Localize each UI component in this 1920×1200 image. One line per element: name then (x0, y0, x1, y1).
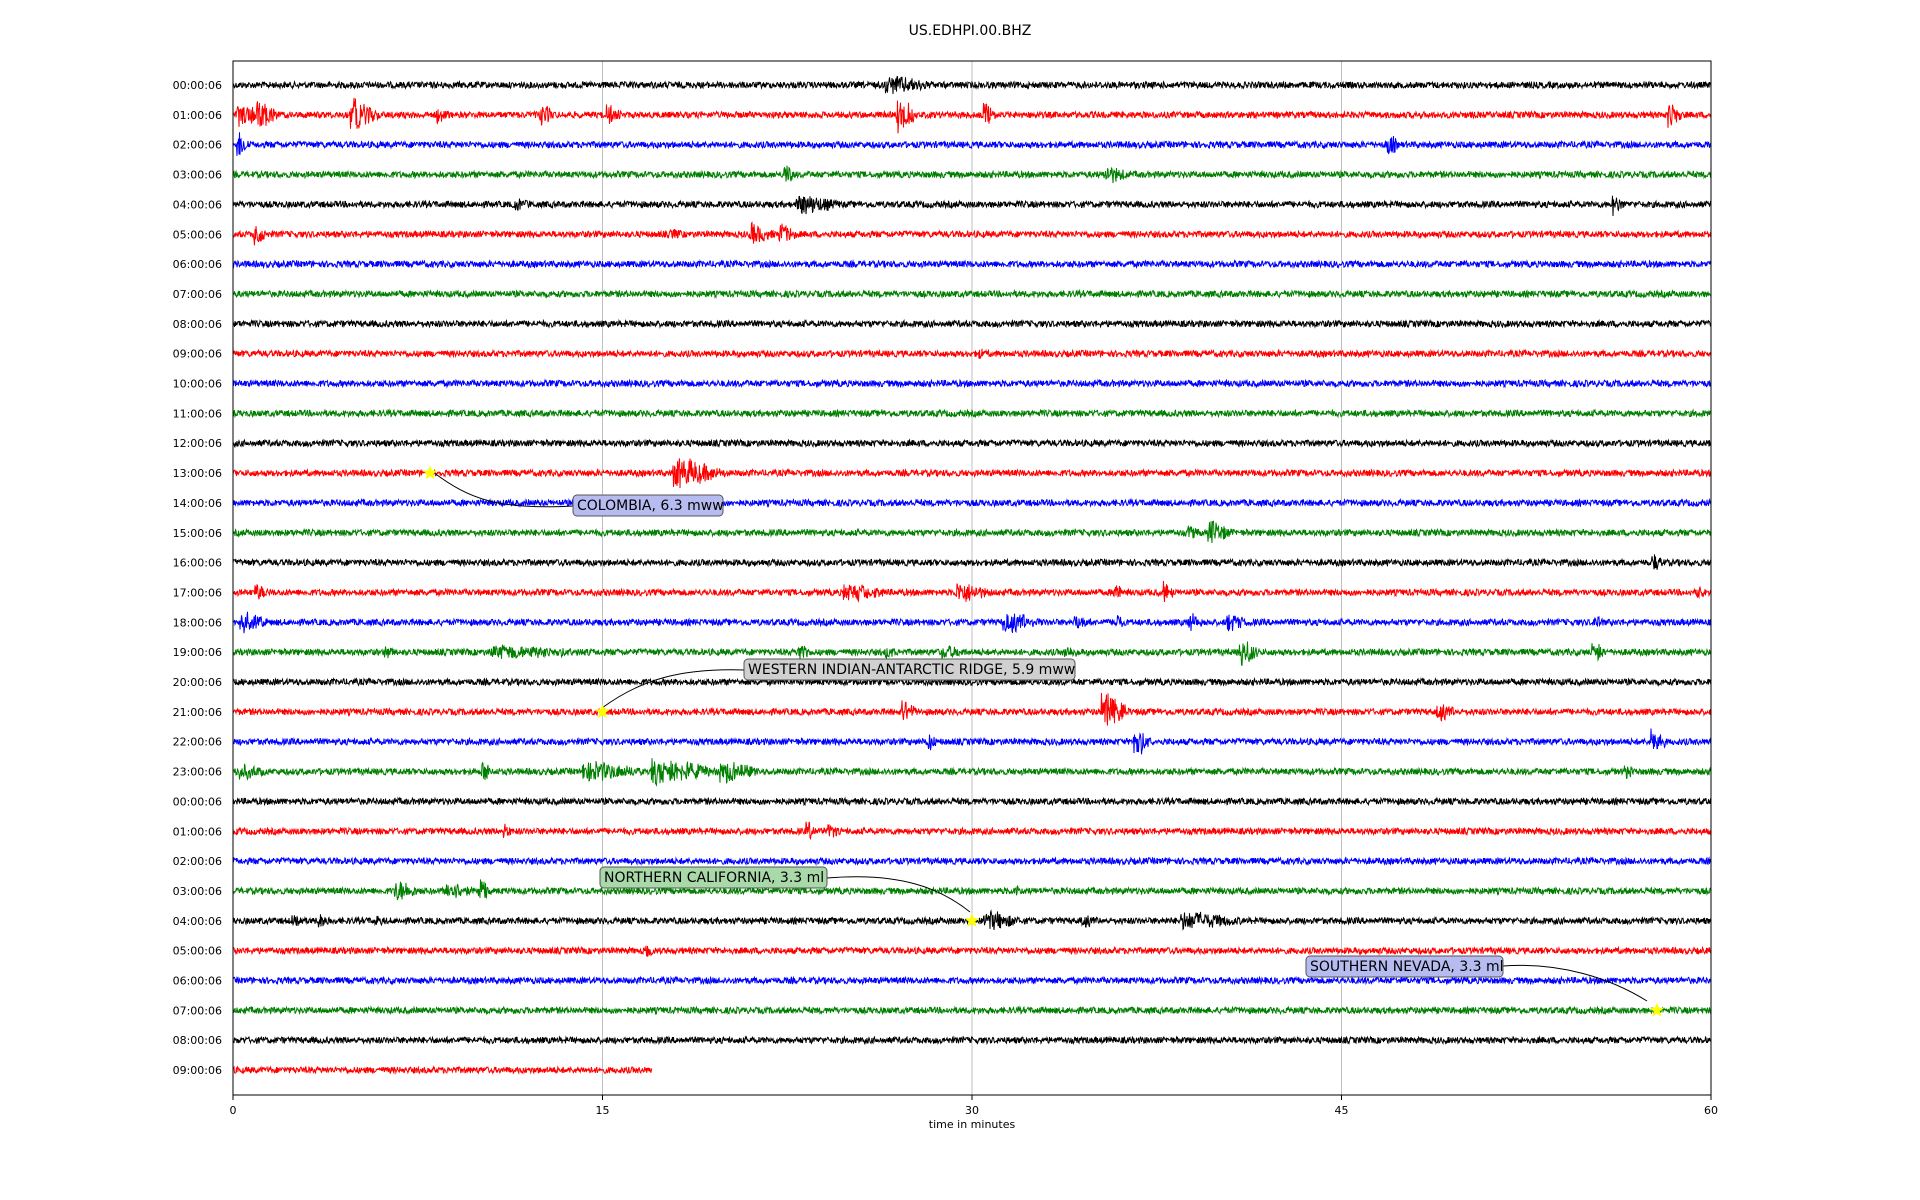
row-label-19: 19:00:06 (173, 646, 222, 659)
row-label-6: 06:00:06 (173, 258, 222, 271)
annotation-label: NORTHERN CALIFORNIA, 3.3 ml (604, 870, 824, 886)
event-annotations: COLOMBIA, 6.3 mww WESTERN INDIAN-ANTARCTI… (422, 465, 1665, 1017)
trace-row-14 (232, 497, 1712, 509)
row-label-0: 00:00:06 (173, 79, 222, 92)
trace-row-4 (232, 195, 1711, 217)
row-label-9: 09:00:06 (173, 348, 222, 361)
row-label-25: 01:00:06 (173, 825, 222, 838)
annotation-label: COLOMBIA, 6.3 mww (577, 498, 724, 514)
x-axis-label: time in minutes (929, 1118, 1016, 1131)
row-label-21: 21:00:06 (173, 706, 222, 719)
event-star-icon (1649, 1002, 1665, 1017)
trace-row-0 (232, 75, 1712, 95)
row-label-14: 14:00:06 (173, 497, 222, 510)
trace-row-19 (232, 641, 1712, 666)
plot-frame (232, 60, 1712, 1096)
annotation-label: SOUTHERN NEVADA, 3.3 ml (1310, 959, 1504, 975)
trace-row-8 (232, 318, 1712, 329)
trace-row-9 (232, 348, 1712, 360)
trace-row-2 (232, 132, 1712, 156)
row-time-labels: 00:00:06 01:00:06 02:00:06 03:00:06 04:00:06… (173, 79, 222, 1077)
trace-row-17 (232, 580, 1712, 603)
row-label-17: 17:00:06 (173, 586, 222, 599)
row-label-16: 16:00:06 (173, 557, 222, 570)
trace-row-26 (232, 856, 1712, 867)
trace-row-30 (232, 975, 1712, 986)
trace-row-10 (232, 378, 1712, 389)
trace-row-13 (232, 458, 1712, 489)
grid-lines (602, 61, 1342, 1095)
trace-row-31 (232, 1005, 1712, 1016)
row-label-33: 09:00:06 (173, 1064, 222, 1077)
row-label-7: 07:00:06 (173, 288, 222, 301)
row-label-8: 08:00:06 (173, 318, 222, 331)
row-label-10: 10:00:06 (173, 378, 222, 391)
trace-row-32 (232, 1035, 1711, 1046)
row-label-1: 01:00:06 (173, 109, 222, 122)
row-label-29: 05:00:06 (173, 945, 222, 958)
x-tick-label-4: 60 (1704, 1104, 1718, 1117)
x-tick-label-0: 0 (230, 1104, 237, 1117)
annotation-connector (1502, 964, 1648, 1002)
annotation-box (1305, 955, 1504, 978)
x-axis-ticks: 0 15 30 45 60 (230, 1095, 1718, 1117)
trace-row-18 (232, 611, 1712, 634)
trace-row-21 (232, 692, 1711, 726)
row-label-13: 13:00:06 (173, 467, 222, 480)
trace-row-25 (232, 821, 1712, 841)
annotation-box (743, 658, 1076, 681)
trace-row-20 (232, 676, 1712, 688)
trace-row-7 (232, 288, 1712, 300)
trace-row-29 (232, 945, 1712, 958)
row-label-26: 02:00:06 (173, 855, 222, 868)
row-label-2: 02:00:06 (173, 139, 222, 152)
seismogram-traces (232, 75, 1712, 1075)
row-label-27: 03:00:06 (173, 885, 222, 898)
trace-row-12 (232, 438, 1712, 449)
chart-title: US.EDHPI.00.BHZ (909, 23, 1032, 39)
row-label-20: 20:00:06 (173, 676, 222, 689)
annotation-connector (601, 669, 745, 709)
trace-row-22 (232, 728, 1711, 755)
row-label-18: 18:00:06 (173, 616, 222, 629)
row-label-24: 00:00:06 (173, 795, 222, 808)
trace-row-3 (232, 165, 1712, 184)
row-label-4: 04:00:06 (173, 198, 222, 211)
row-label-28: 04:00:06 (173, 915, 222, 928)
annotation-box (572, 494, 724, 517)
x-tick-label-2: 30 (965, 1104, 979, 1117)
row-label-32: 08:00:06 (173, 1034, 222, 1047)
row-label-31: 07:00:06 (173, 1004, 222, 1017)
trace-row-1 (232, 97, 1712, 134)
trace-row-23 (232, 758, 1712, 787)
annotation-connector (432, 471, 574, 508)
x-tick-label-1: 15 (596, 1104, 610, 1117)
row-label-23: 23:00:06 (173, 766, 222, 779)
event-star-icon (595, 704, 610, 719)
trace-row-15 (232, 520, 1712, 544)
row-label-22: 22:00:06 (173, 736, 222, 749)
trace-row-27 (232, 879, 1712, 901)
annotation-box (599, 866, 828, 889)
row-label-15: 15:00:06 (173, 527, 222, 540)
trace-row-24 (232, 796, 1712, 807)
row-label-30: 06:00:06 (173, 975, 222, 988)
event-star-icon (422, 465, 438, 480)
annotation-connector (826, 876, 971, 913)
row-label-11: 11:00:06 (173, 407, 222, 420)
trace-row-11 (232, 408, 1712, 419)
trace-row-33 (232, 1065, 653, 1075)
x-tick-label-3: 45 (1335, 1104, 1349, 1117)
trace-row-6 (232, 259, 1712, 270)
row-label-12: 12:00:06 (173, 437, 222, 450)
event-star-icon (964, 913, 980, 928)
row-label-5: 05:00:06 (173, 228, 222, 241)
trace-row-5 (232, 221, 1712, 246)
row-label-3: 03:00:06 (173, 169, 222, 182)
annotation-label: WESTERN INDIAN-ANTARCTIC RIDGE, 5.9 mww (748, 662, 1075, 678)
trace-row-16 (232, 554, 1712, 570)
